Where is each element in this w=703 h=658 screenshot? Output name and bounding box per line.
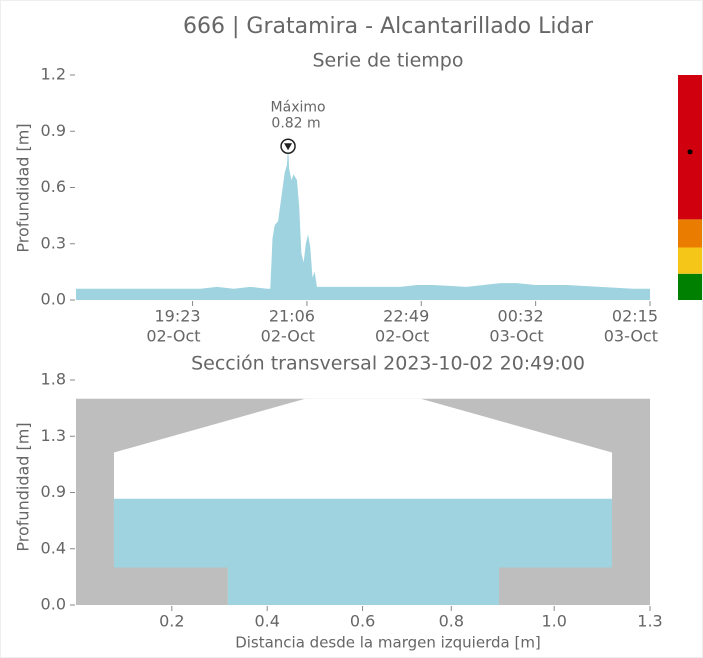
x-tick-label: 03-Oct	[604, 327, 658, 346]
level-band	[678, 75, 702, 220]
y-tick-label: 0.6	[41, 177, 66, 196]
x-tick-label: 0.4	[254, 612, 279, 631]
page-title: 666 | Gratamira - Alcantarillado Lidar	[183, 14, 594, 39]
y-tick-label: 0.0	[41, 595, 66, 614]
y-tick-label: 0.9	[41, 121, 66, 140]
x-tick-label: 02-Oct	[261, 327, 315, 346]
max-marker-arrow	[284, 143, 293, 151]
chart-title: Sección transversal 2023-10-02 20:49:00	[191, 353, 585, 375]
x-tick-label: 02-Oct	[146, 327, 200, 346]
annotation-text: Máximo	[271, 99, 326, 115]
x-tick-label: 21:06	[269, 307, 315, 326]
y-tick-label: 0.9	[41, 482, 66, 501]
x-tick-label: 02:15	[612, 307, 658, 326]
y-tick-label: 0.0	[41, 290, 66, 309]
x-tick-label: 22:49	[383, 307, 429, 326]
x-tick-label: 0.6	[350, 612, 375, 631]
x-tick-label: 02-Oct	[375, 327, 429, 346]
y-tick-label: 0.3	[41, 233, 66, 252]
y-axis-label: Profundidad [m]	[14, 123, 33, 252]
x-tick-label: 1.3	[637, 612, 662, 631]
level-band	[678, 219, 702, 248]
y-tick-label: 1.2	[41, 65, 66, 84]
x-tick-label: 19:23	[154, 307, 200, 326]
level-marker	[687, 149, 693, 155]
y-tick-label: 0.4	[41, 538, 66, 557]
chart-title: Serie de tiempo	[313, 50, 464, 72]
y-axis-label: Profundidad [m]	[14, 422, 33, 551]
level-band	[678, 273, 702, 300]
y-tick-label: 1.3	[41, 426, 66, 445]
annotation-value: 0.82 m	[271, 115, 320, 131]
level-band	[678, 247, 702, 274]
x-tick-label: 00:32	[498, 307, 544, 326]
x-tick-label: 03-Oct	[489, 327, 543, 346]
x-tick-label: 0.2	[159, 612, 184, 631]
y-tick-label: 1.8	[41, 370, 66, 389]
x-tick-label: 1.0	[541, 612, 566, 631]
x-tick-label: 0.8	[439, 612, 464, 631]
x-axis-label: Distancia desde la margen izquierda [m]	[235, 634, 541, 652]
